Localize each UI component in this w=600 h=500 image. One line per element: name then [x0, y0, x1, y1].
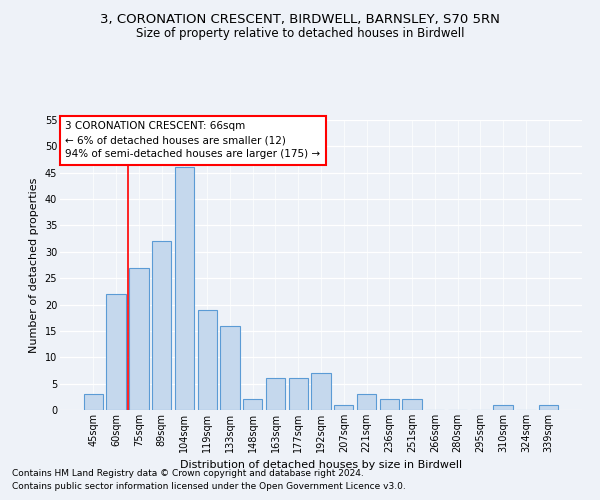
Bar [289, 378, 308, 410]
Bar [129, 268, 149, 410]
Y-axis label: Number of detached properties: Number of detached properties [29, 178, 39, 352]
Bar [152, 242, 172, 410]
Text: 3, CORONATION CRESCENT, BIRDWELL, BARNSLEY, S70 5RN: 3, CORONATION CRESCENT, BIRDWELL, BARNSL… [100, 12, 500, 26]
Bar [380, 400, 399, 410]
Bar [266, 378, 285, 410]
Bar [197, 310, 217, 410]
Text: 3 CORONATION CRESCENT: 66sqm
← 6% of detached houses are smaller (12)
94% of sem: 3 CORONATION CRESCENT: 66sqm ← 6% of det… [65, 122, 320, 160]
Bar [334, 404, 353, 410]
Bar [220, 326, 239, 410]
Text: Size of property relative to detached houses in Birdwell: Size of property relative to detached ho… [136, 28, 464, 40]
Bar [311, 373, 331, 410]
X-axis label: Distribution of detached houses by size in Birdwell: Distribution of detached houses by size … [180, 460, 462, 470]
Bar [175, 168, 194, 410]
Bar [84, 394, 103, 410]
Bar [539, 404, 558, 410]
Bar [493, 404, 513, 410]
Bar [106, 294, 126, 410]
Text: Contains public sector information licensed under the Open Government Licence v3: Contains public sector information licen… [12, 482, 406, 491]
Bar [403, 400, 422, 410]
Bar [243, 400, 262, 410]
Text: Contains HM Land Registry data © Crown copyright and database right 2024.: Contains HM Land Registry data © Crown c… [12, 468, 364, 477]
Bar [357, 394, 376, 410]
